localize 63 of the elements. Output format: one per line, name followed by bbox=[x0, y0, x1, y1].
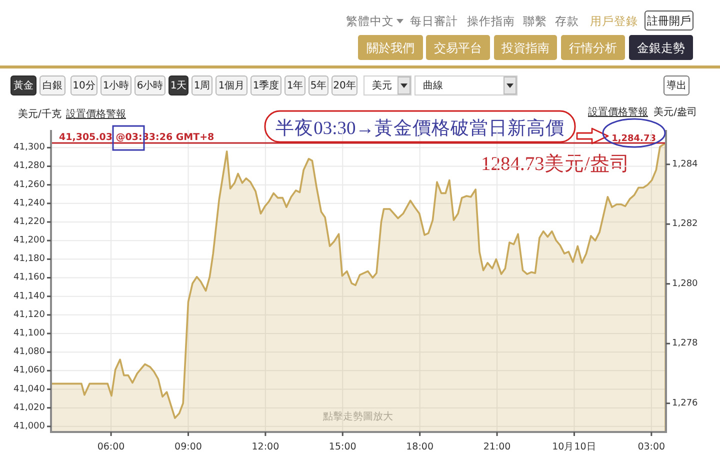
button: 1天 bbox=[168, 76, 188, 96]
y2-tick-label: 1,282 bbox=[672, 219, 698, 230]
x-tick-label: 06:00 bbox=[97, 442, 125, 452]
button: 20年 bbox=[332, 76, 358, 96]
x-tick-label: 10月10日 bbox=[552, 442, 596, 452]
annotation: 半夜03:30→黃金價格破當日新高價 bbox=[276, 117, 564, 139]
y-axis-title: 美元/千克 bbox=[18, 108, 62, 120]
y-tick-label: 41,080 bbox=[14, 347, 46, 358]
y-tick-label: 41,200 bbox=[14, 236, 46, 246]
button: 1季度 bbox=[250, 76, 282, 96]
x-tick-label: 21:00 bbox=[483, 442, 511, 452]
y2-tick-label: 1,278 bbox=[672, 338, 698, 349]
x-tick-label: 18:00 bbox=[406, 442, 434, 452]
text: 設置價格警報 bbox=[66, 108, 126, 120]
text: 用戶登錄 bbox=[590, 14, 638, 28]
select: 曲線 bbox=[414, 76, 518, 96]
y-tick-label: 41,040 bbox=[14, 384, 46, 394]
button: 10分 bbox=[70, 76, 98, 96]
y-tick-label: 41,260 bbox=[14, 180, 46, 190]
text: 存款 bbox=[555, 14, 579, 28]
button: 1個月 bbox=[216, 76, 248, 96]
annotation: 1,284.73 bbox=[612, 134, 656, 144]
button: 金銀走勢 bbox=[629, 35, 693, 60]
x-tick-label: 03:00 bbox=[638, 442, 666, 452]
button: 投資指南 bbox=[494, 35, 557, 60]
y2-axis-title: 美元/盎司 bbox=[654, 106, 697, 118]
button: 白銀 bbox=[40, 76, 66, 96]
y-tick-label: 41,300 bbox=[14, 142, 46, 153]
y-tick-label: 41,100 bbox=[14, 328, 46, 338]
button: 黃金 bbox=[10, 76, 36, 96]
button: 1小時 bbox=[100, 76, 132, 96]
y-tick-label: 41,060 bbox=[14, 366, 46, 376]
button: 1年 bbox=[284, 76, 306, 96]
text: 繁體中文 bbox=[346, 14, 394, 28]
y-tick-label: 41,020 bbox=[14, 402, 46, 413]
y-tick-label: 41,120 bbox=[14, 310, 46, 320]
x-tick-label: 15:00 bbox=[328, 442, 356, 452]
text: 操作指南 bbox=[467, 14, 515, 28]
y-tick-label: 41,000 bbox=[14, 421, 46, 432]
y-tick-label: 41,240 bbox=[14, 198, 46, 208]
y2-tick-label: 1,280 bbox=[672, 278, 698, 289]
button: 6小時 bbox=[134, 76, 166, 96]
y2-tick-label: 1,276 bbox=[672, 398, 698, 408]
button: 行情分析 bbox=[561, 35, 625, 60]
y-tick-label: 41,160 bbox=[14, 272, 46, 283]
button: 1周 bbox=[192, 76, 212, 96]
y-tick-label: 41,280 bbox=[14, 161, 46, 172]
annotation: 點擊走勢圖放大 bbox=[322, 410, 393, 422]
select: 美元 bbox=[364, 76, 412, 96]
button: 關於我們 bbox=[358, 35, 423, 60]
x-tick-label: 09:00 bbox=[174, 442, 202, 452]
button: 導出 bbox=[664, 76, 690, 96]
y-tick-label: 41,180 bbox=[14, 254, 46, 264]
text: 每日審計 bbox=[410, 14, 458, 28]
button: 5年 bbox=[308, 76, 328, 96]
text: 聯繫 bbox=[523, 14, 547, 28]
y2-tick-label: 1,284 bbox=[672, 159, 698, 170]
y-tick-label: 41,140 bbox=[14, 291, 46, 302]
y-tick-label: 41,220 bbox=[14, 216, 46, 227]
button: 交易平台 bbox=[426, 35, 490, 60]
text: 設置價格警報 bbox=[588, 106, 648, 118]
x-tick-label: 12:00 bbox=[252, 442, 280, 452]
button: 註冊開戶 bbox=[644, 10, 694, 30]
